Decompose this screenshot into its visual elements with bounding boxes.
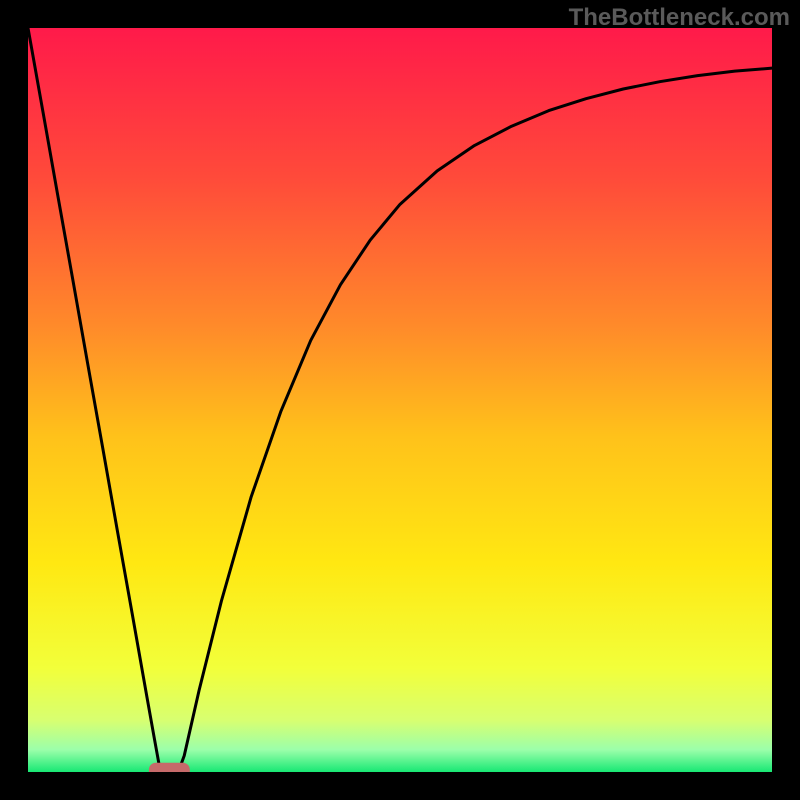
- watermark-text: TheBottleneck.com: [569, 4, 790, 32]
- bottleneck-chart: [0, 0, 800, 800]
- chart-container: TheBottleneck.com: [0, 0, 800, 800]
